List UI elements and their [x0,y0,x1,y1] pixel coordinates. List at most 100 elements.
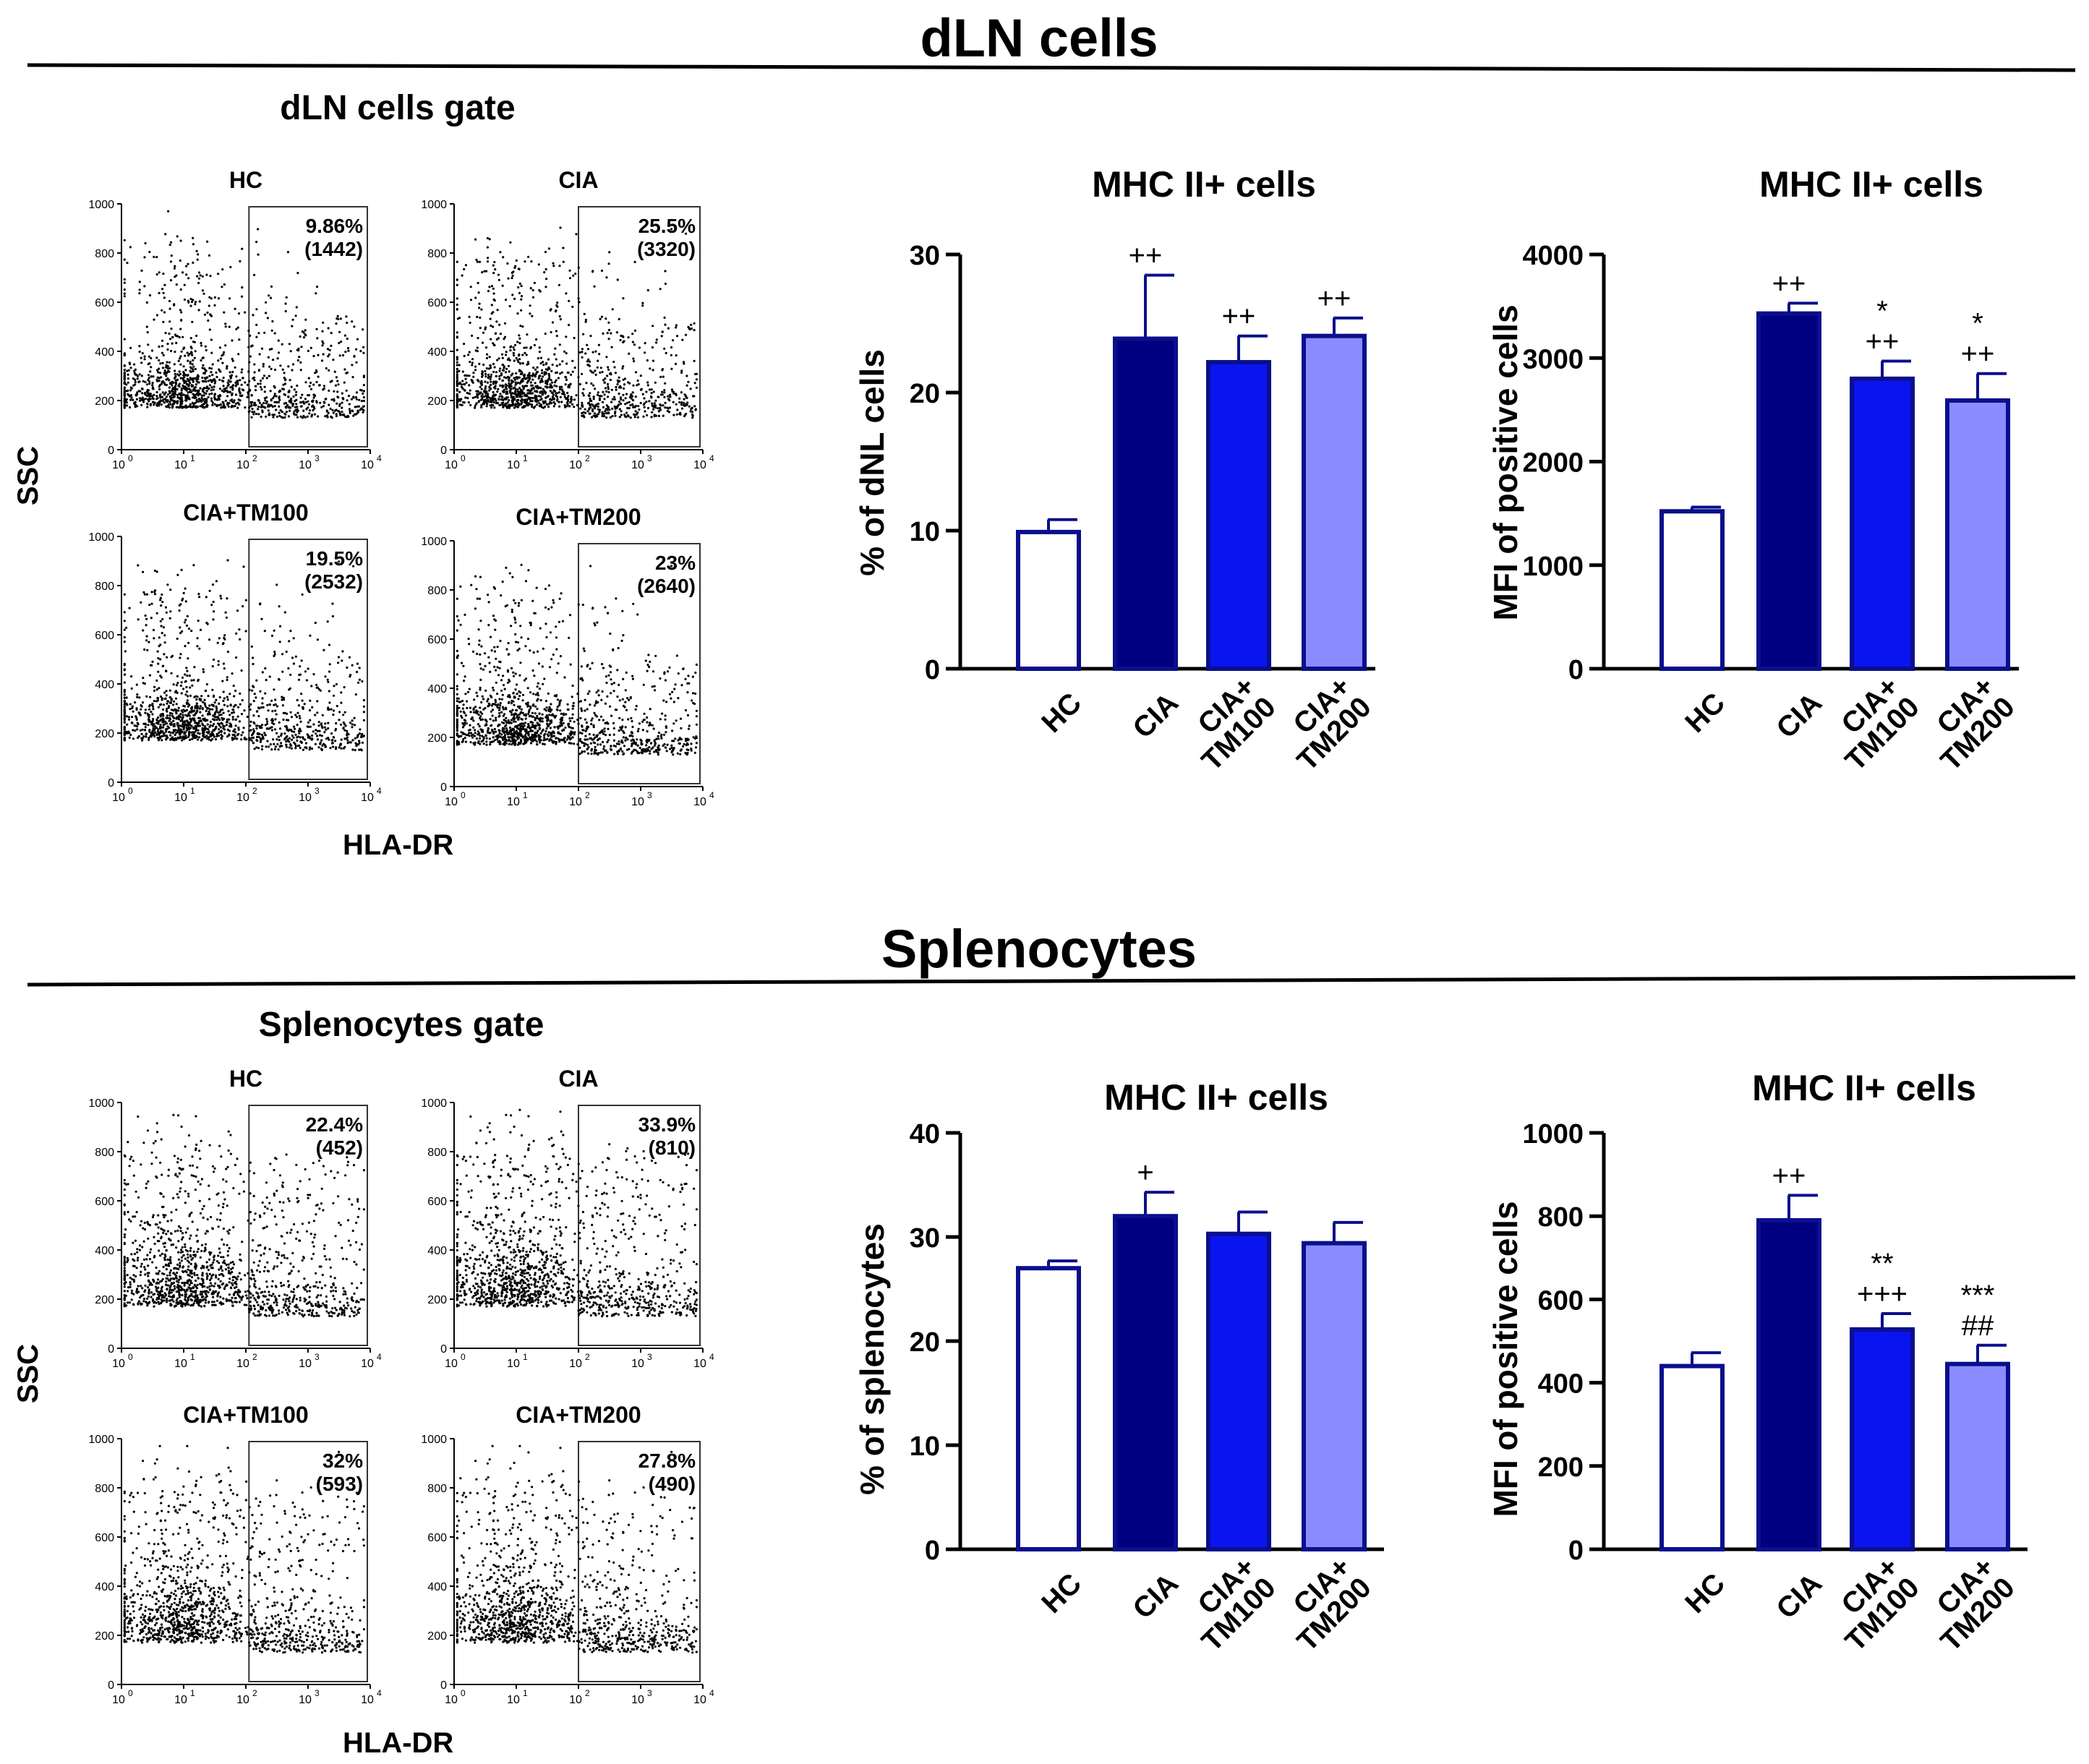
scatter-event-dot [309,725,312,728]
scatter-event-dot [223,390,226,393]
scatter-event-dot [502,675,505,677]
scatter-event-dot [633,329,637,332]
scatter-event-dot [276,357,279,360]
scatter-event-dot [610,332,612,335]
scatter-event-dot [218,724,221,727]
scatter-event-dot [534,395,537,398]
scatter-event-dot [237,353,240,356]
scatter-event-dot [646,414,649,417]
scatter-event-dot [181,676,184,680]
scatter-event-dot [313,407,316,410]
scatter-event-dot [589,565,592,568]
scatter-event-dot [123,611,126,614]
scatter-event-dot [479,706,482,709]
scatter-event-dot [297,347,300,350]
scatter-y-tick-label: 600 [95,630,114,642]
scatter-event-dot [523,392,526,395]
scatter-event-dot [354,406,356,408]
scatter-event-dot [316,711,319,714]
scatter-event-dot [492,390,495,394]
scatter-x-tick-exponent: 2 [252,786,257,796]
scatter-event-dot [354,693,357,696]
scatter-event-dot [479,327,482,330]
scatter-event-dot [278,677,281,681]
scatter-event-dot [123,281,126,284]
scatter-event-dot [275,583,278,586]
scatter-event-dot [347,395,351,398]
scatter-event-dot [604,702,607,705]
scatter-x-tick-exponent: 4 [709,790,714,800]
scatter-event-dot [529,400,532,403]
scatter-event-dot [204,345,207,348]
scatter-event-dot [228,325,231,328]
scatter-event-dot [255,746,258,749]
scatter-event-dot [159,399,162,402]
scatter-x-tick-label: 10 [693,459,706,471]
scatter-event-dot [304,334,307,337]
scatter-event-dot [537,357,540,360]
scatter-event-dot [215,709,218,712]
scatter-event-dot [504,736,507,739]
scatter-event-dot [307,667,309,670]
scatter-event-dot [558,391,561,394]
scatter-event-dot [523,679,526,682]
scatter-event-dot [223,697,226,700]
scatter-event-dot [510,702,513,705]
scatter-event-dot [540,369,544,372]
scatter-event-dot [208,304,210,307]
scatter-event-dot [693,329,696,332]
scatter-event-dot [604,387,607,390]
scatter-event-dot [192,564,195,567]
scatter-event-dot [331,408,334,412]
scatter-event-dot [593,285,596,288]
scatter-event-dot [318,729,321,732]
scatter-event-dot [282,718,285,722]
scatter-event-dot [155,679,158,682]
scatter-event-dot [537,399,539,402]
scatter-event-dot [143,256,146,259]
scatter-event-dot [194,367,197,371]
scatter-event-dot [586,364,589,367]
scatter-event-dot [174,265,176,267]
scatter-event-dot [474,729,477,732]
scatter-event-dot [571,713,574,716]
scatter-event-dot [155,398,158,401]
scatter-event-dot [314,621,317,625]
scatter-event-dot [138,281,141,283]
scatter-event-dot [693,359,696,362]
scatter-event-dot [358,732,361,735]
scatter-event-dot [242,731,244,734]
scatter-event-dot [619,385,622,388]
scatter-event-dot [508,399,510,402]
scatter-event-dot [341,659,343,662]
scatter-event-dot [579,407,582,410]
scatter-event-dot [311,734,314,737]
scatter-event-dot [475,588,478,591]
scatter-event-dot [351,748,354,751]
scatter-event-dot [196,738,200,741]
scatter-event-dot [138,397,142,400]
scatter-event-dot [468,374,471,377]
scatter-event-dot [600,315,604,318]
scatter-event-dot [573,720,576,723]
scatter-event-dot [226,705,229,708]
scatter-event-dot [208,374,211,377]
scatter-event-dot [312,673,315,676]
scatter-event-dot [177,384,180,388]
scatter-event-dot [155,722,158,724]
scatter-event-dot [174,729,176,732]
scatter-event-dot [195,401,198,403]
scatter-event-dot [458,403,462,406]
scatter-event-dot [353,325,356,328]
scatter-event-dot [181,723,184,726]
scatter-event-dot [223,351,226,354]
scatter-event-dot [205,596,208,599]
scatter-event-dot [251,408,254,411]
scatter-event-dot [159,599,162,601]
scatter-event-dot [620,398,623,401]
scatter-event-dot [304,381,307,384]
scatter-event-dot [474,369,477,372]
scatter-event-dot [478,260,482,263]
scatter-event-dot [531,314,534,317]
scatter-event-dot [197,381,200,384]
